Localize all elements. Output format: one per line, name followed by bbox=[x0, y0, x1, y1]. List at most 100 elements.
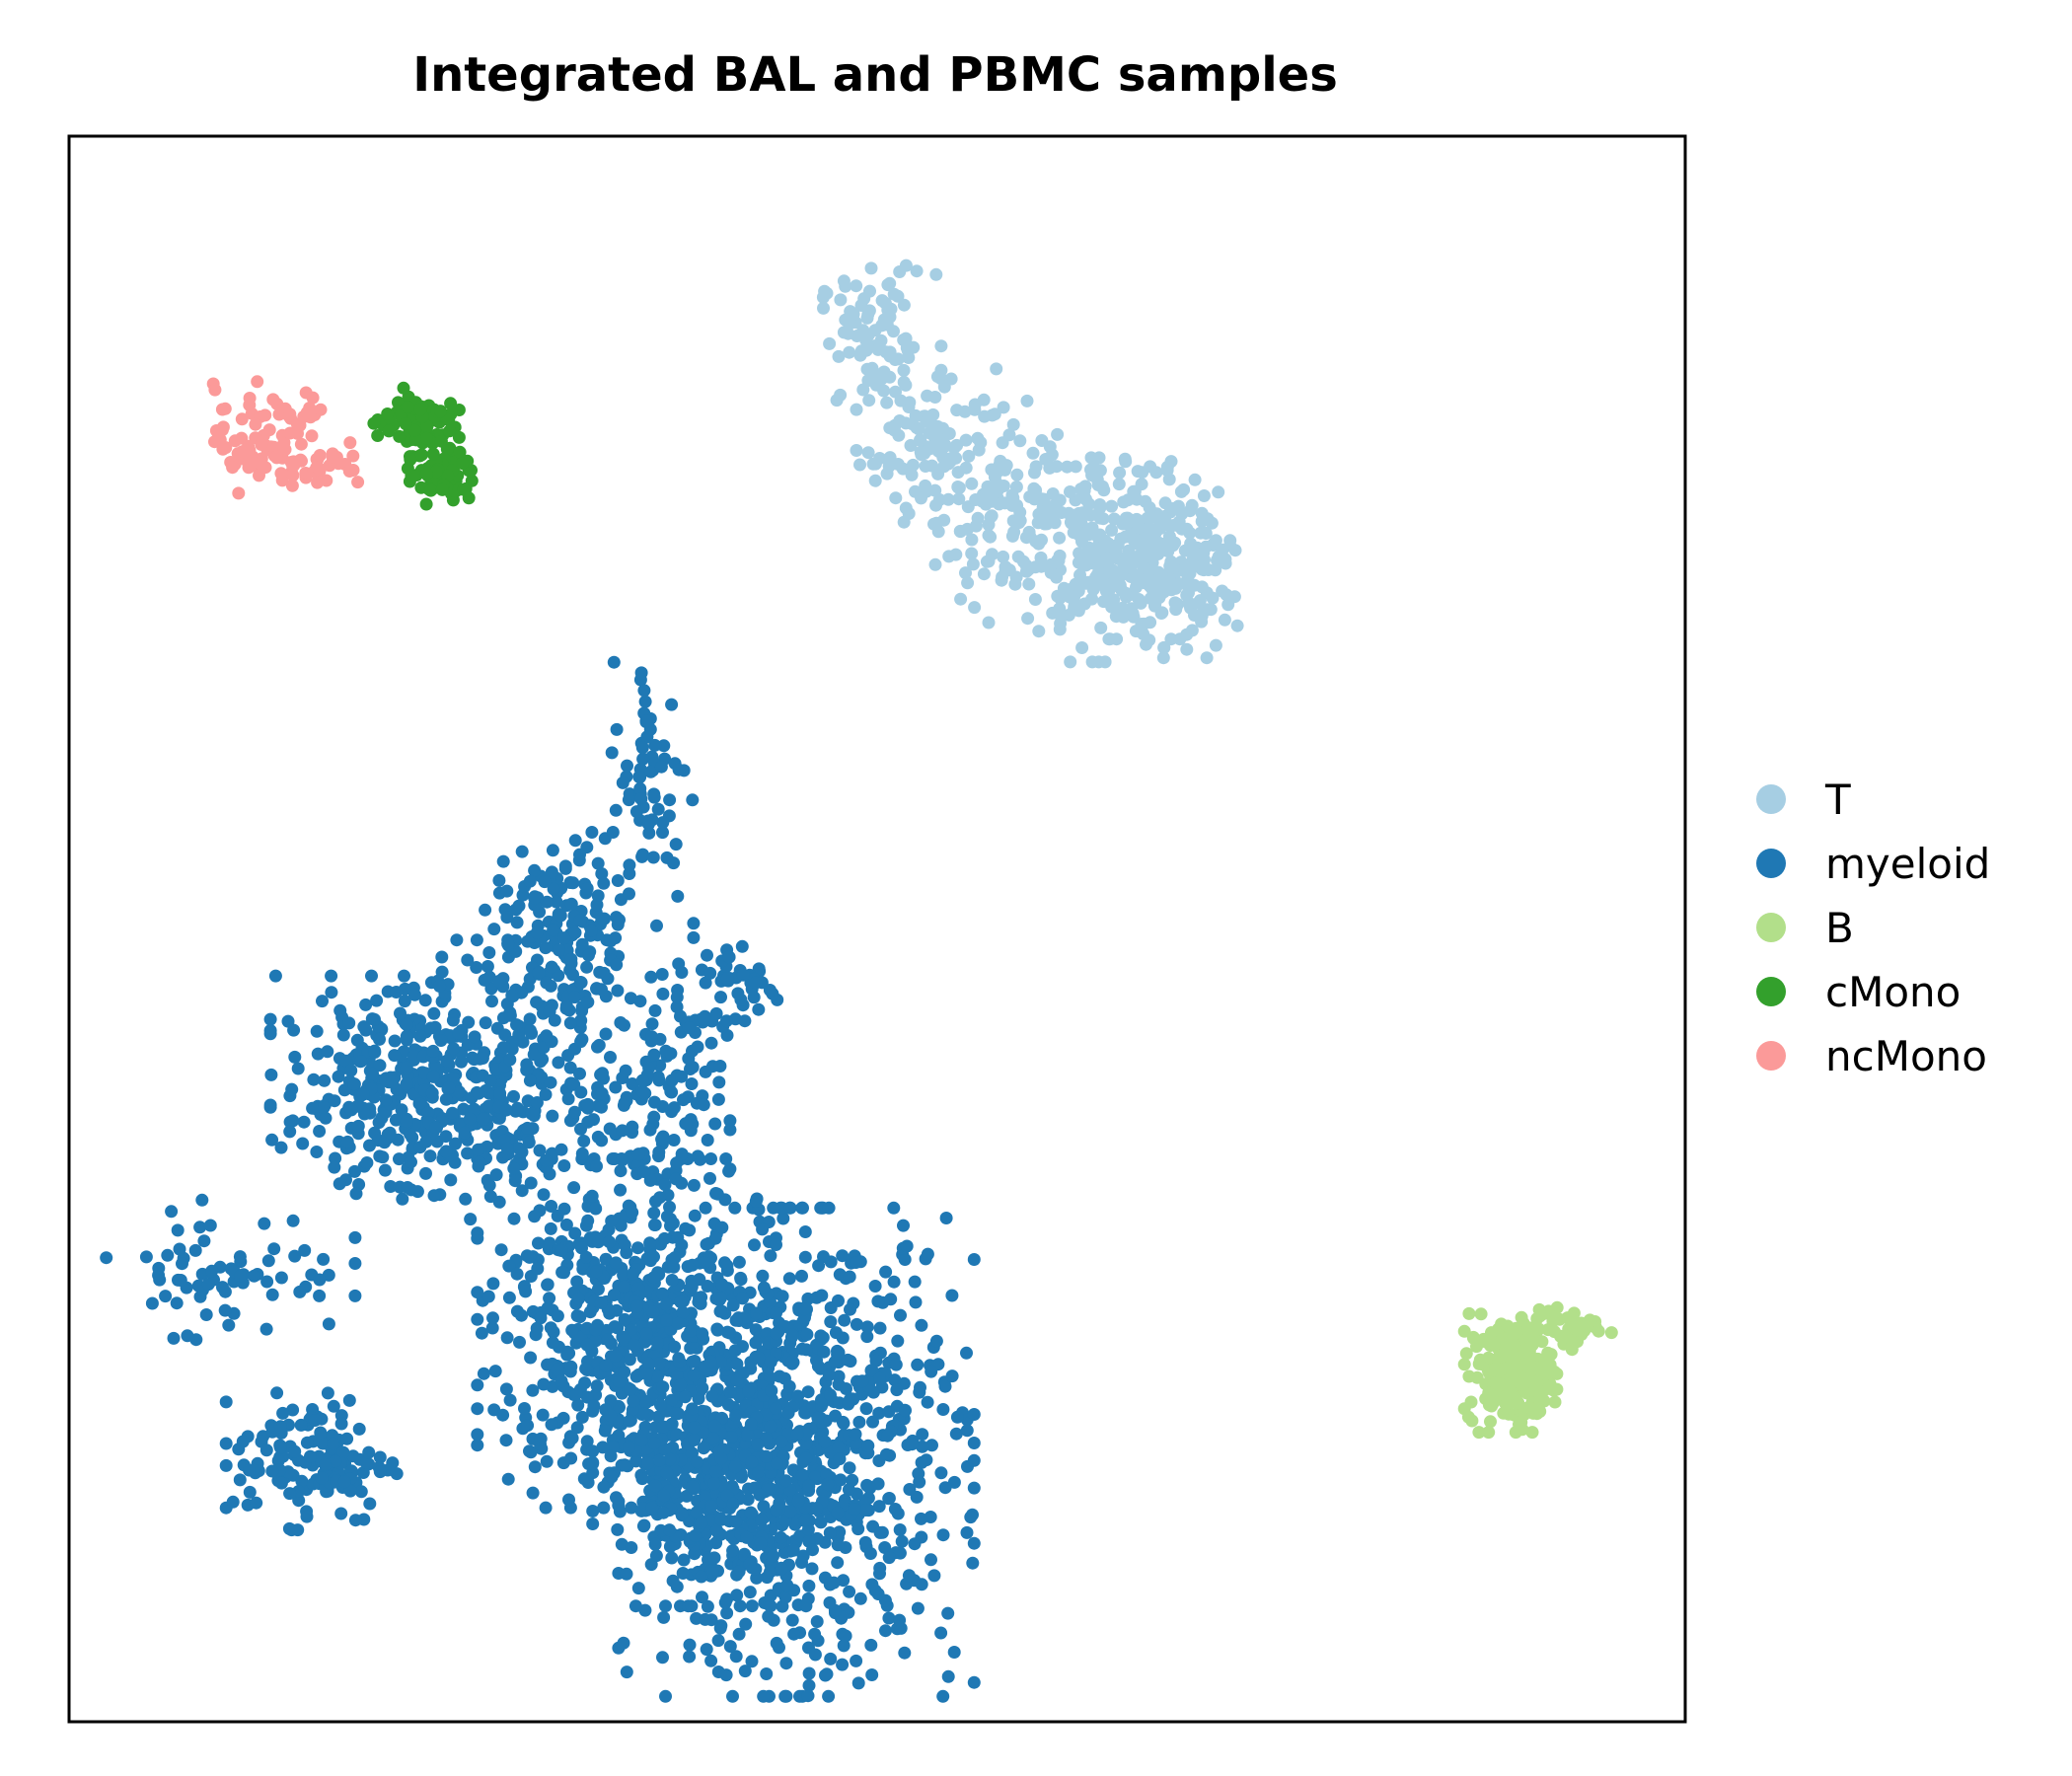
data-point bbox=[1199, 526, 1213, 540]
data-point bbox=[461, 1147, 475, 1160]
data-point bbox=[471, 1402, 484, 1416]
data-point bbox=[736, 968, 750, 982]
data-point bbox=[664, 1393, 678, 1407]
data-point bbox=[614, 1016, 628, 1029]
data-point bbox=[359, 998, 373, 1011]
data-point bbox=[429, 465, 443, 479]
data-point bbox=[812, 1259, 826, 1273]
data-point bbox=[609, 1349, 623, 1363]
data-point bbox=[283, 407, 297, 421]
data-point bbox=[562, 1493, 575, 1507]
data-point bbox=[715, 1278, 729, 1292]
data-point bbox=[583, 1305, 597, 1319]
data-point bbox=[523, 1250, 537, 1264]
data-point bbox=[697, 1098, 710, 1112]
data-point bbox=[831, 1556, 845, 1570]
data-point bbox=[294, 437, 308, 451]
data-point bbox=[1134, 534, 1147, 548]
data-point bbox=[591, 1130, 605, 1144]
data-point bbox=[767, 1201, 780, 1215]
data-point bbox=[785, 1355, 799, 1369]
data-point bbox=[723, 1162, 737, 1176]
data-point bbox=[243, 1485, 257, 1499]
data-point bbox=[1141, 511, 1154, 525]
data-point bbox=[645, 1030, 658, 1044]
data-point bbox=[1090, 568, 1104, 582]
data-point bbox=[982, 616, 996, 629]
data-point bbox=[906, 458, 920, 472]
data-point bbox=[748, 1238, 761, 1252]
data-point bbox=[810, 1502, 824, 1516]
data-point bbox=[667, 1260, 681, 1274]
data-point bbox=[743, 1557, 757, 1571]
data-point bbox=[714, 1513, 728, 1526]
data-point bbox=[639, 1327, 653, 1341]
data-point bbox=[348, 1164, 361, 1178]
data-point bbox=[671, 1316, 685, 1330]
data-point bbox=[646, 851, 660, 864]
data-point bbox=[400, 1029, 413, 1043]
data-point bbox=[352, 1422, 366, 1436]
data-point bbox=[887, 1275, 901, 1289]
data-point bbox=[968, 398, 982, 411]
data-point bbox=[545, 1418, 558, 1432]
data-point bbox=[691, 1149, 704, 1163]
data-point bbox=[471, 1378, 484, 1392]
data-point bbox=[1136, 466, 1149, 480]
data-point bbox=[586, 1505, 600, 1517]
data-point bbox=[915, 1512, 927, 1525]
data-point bbox=[284, 456, 298, 469]
data-point bbox=[274, 467, 288, 481]
data-point bbox=[544, 1321, 557, 1335]
data-point bbox=[598, 1424, 612, 1438]
data-point bbox=[373, 1450, 387, 1464]
data-point bbox=[832, 1294, 845, 1307]
data-point bbox=[337, 1475, 351, 1489]
data-point bbox=[249, 417, 262, 431]
data-point bbox=[265, 1464, 279, 1478]
data-point bbox=[232, 486, 246, 500]
data-point bbox=[969, 493, 983, 506]
data-point bbox=[924, 1511, 937, 1523]
data-point bbox=[641, 1456, 655, 1470]
legend-label: T bbox=[1824, 776, 1851, 824]
data-point bbox=[386, 1075, 400, 1089]
data-point bbox=[814, 1516, 828, 1529]
data-point bbox=[930, 370, 944, 384]
data-point bbox=[843, 1461, 856, 1475]
data-point bbox=[170, 1296, 184, 1310]
data-point bbox=[599, 1252, 613, 1266]
legend-marker bbox=[1756, 784, 1786, 814]
data-point bbox=[675, 966, 689, 979]
data-point bbox=[483, 1190, 497, 1204]
data-point bbox=[395, 1103, 408, 1117]
data-point bbox=[723, 1123, 737, 1137]
data-point bbox=[1107, 512, 1121, 526]
legend-marker bbox=[1756, 1041, 1786, 1071]
data-point bbox=[505, 989, 519, 1002]
data-point bbox=[446, 1013, 460, 1027]
data-point bbox=[356, 1466, 370, 1479]
data-point bbox=[685, 1599, 699, 1613]
data-point bbox=[839, 313, 852, 327]
data-point bbox=[648, 738, 662, 752]
data-point bbox=[318, 1073, 332, 1087]
data-point bbox=[287, 1023, 301, 1037]
data-point bbox=[696, 1327, 709, 1341]
data-point bbox=[921, 389, 934, 403]
data-point bbox=[493, 1086, 507, 1100]
data-point bbox=[1200, 651, 1214, 665]
data-point bbox=[570, 1421, 584, 1435]
data-point bbox=[159, 1290, 173, 1303]
data-point bbox=[1028, 560, 1042, 574]
data-point bbox=[967, 1481, 981, 1495]
data-point bbox=[581, 996, 595, 1009]
data-point bbox=[1484, 1415, 1497, 1429]
data-point bbox=[1525, 1426, 1539, 1440]
data-point bbox=[925, 1365, 938, 1378]
data-point bbox=[541, 1278, 555, 1292]
data-point bbox=[477, 1367, 490, 1380]
data-point bbox=[351, 476, 365, 489]
data-point bbox=[500, 884, 514, 898]
data-point bbox=[485, 1321, 499, 1335]
